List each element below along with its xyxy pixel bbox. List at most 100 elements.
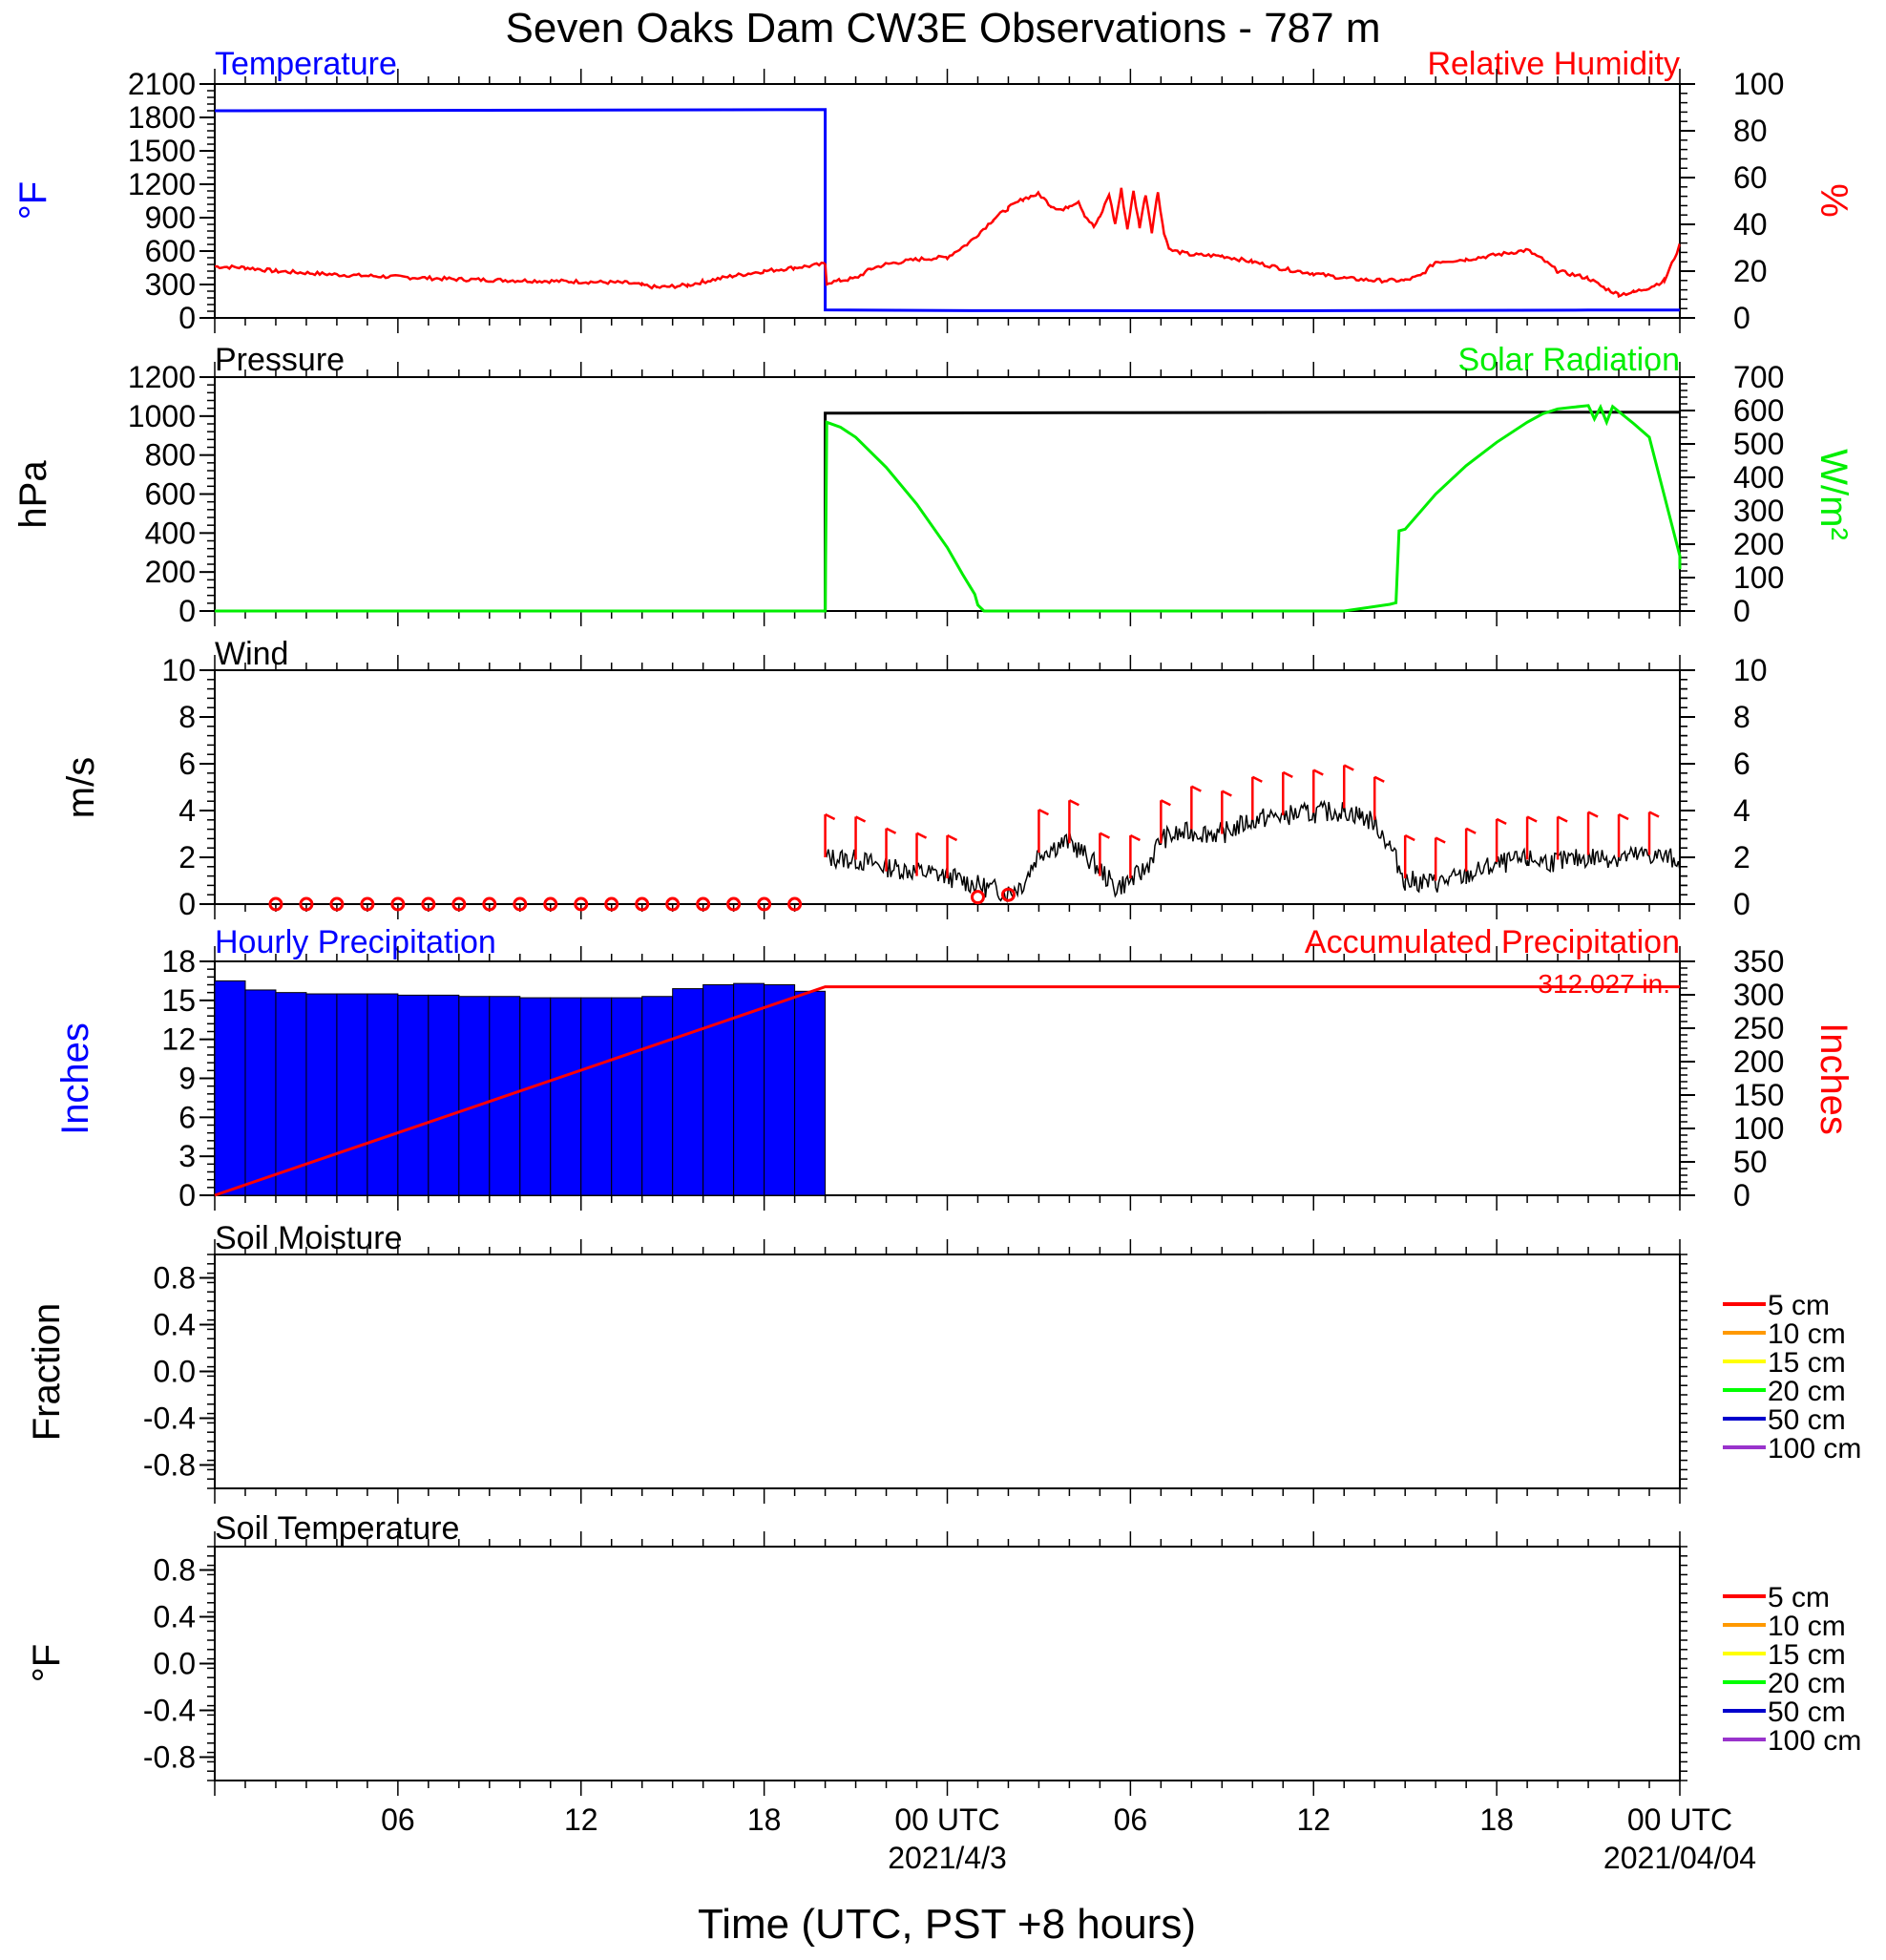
wind-barb [1312, 769, 1324, 776]
y-tick-label: 300 [1733, 494, 1784, 528]
wind-barb [855, 815, 867, 823]
y-tick-label: 100 [1733, 560, 1784, 595]
y-tick-label: 900 [145, 200, 196, 235]
pressure-line [215, 411, 1680, 613]
legend-label: 5 cm [1768, 1582, 1830, 1613]
hourly-precip-title: Hourly Precipitation [215, 924, 496, 960]
hourly-precip-bar [458, 996, 491, 1196]
y-tick-label: 300 [145, 267, 196, 302]
y-tick-label: 0.4 [154, 1600, 196, 1634]
calm-marker [543, 896, 558, 912]
y-tick-label: 8 [1733, 700, 1750, 734]
y-tick-label: 0.0 [154, 1355, 196, 1389]
wind-barb [1465, 827, 1477, 834]
x-tick-label: 18 [1479, 1802, 1514, 1837]
hourly-precip-bar [702, 984, 735, 1196]
y-tick-label: -0.4 [143, 1402, 196, 1436]
wind-barb [1557, 815, 1568, 823]
plot-frame [214, 83, 1681, 319]
y-tick-label: 1000 [128, 399, 196, 433]
y-tick-label: 400 [145, 516, 196, 550]
calm-marker [329, 896, 345, 912]
y-tick-label: -0.8 [143, 1740, 196, 1775]
calm-marker [513, 896, 528, 912]
y-tick-label: 0 [178, 887, 196, 921]
hourly-precip-unit-label: Inches [54, 1022, 96, 1135]
x-tick-label: 00 UTC [894, 1802, 999, 1837]
y-tick-label: 6 [1733, 747, 1750, 781]
figure-title: Seven Oaks Dam CW3E Observations - 787 m [506, 5, 1381, 52]
calm-marker [451, 896, 467, 912]
x-tick-label: 12 [564, 1802, 598, 1837]
accumulated-precip-line [214, 985, 1680, 1197]
calm-marker [390, 896, 406, 912]
y-tick-label: -0.4 [143, 1694, 196, 1728]
temperature-line [214, 108, 1680, 313]
y-tick-label: 500 [1733, 427, 1784, 461]
x-tick-label: 06 [381, 1802, 415, 1837]
hourly-precip-bar [733, 982, 765, 1196]
y-tick-label: 100 [1733, 1111, 1784, 1146]
y-tick-label: 50 [1733, 1145, 1768, 1179]
y-tick-label: 0 [178, 301, 196, 335]
wind-barb [1587, 811, 1599, 818]
y-tick-label: 15 [161, 983, 196, 1018]
legend-label: 15 cm [1768, 1639, 1846, 1671]
wind-barb [946, 833, 958, 842]
hourly-precip-bar [336, 993, 368, 1196]
hourly-precip-bar [397, 994, 430, 1196]
x-axis-label: Time (UTC, PST +8 hours) [698, 1901, 1196, 1948]
accum-precip-title: Accumulated Precipitation [1305, 924, 1680, 960]
legend-label: 100 cm [1768, 1433, 1861, 1465]
y-tick-label: 0.0 [154, 1647, 196, 1681]
y-tick-label: 8 [178, 700, 196, 734]
humidity-unit-label: % [1813, 183, 1855, 218]
y-tick-label: -0.8 [143, 1448, 196, 1483]
legend-label: 50 cm [1768, 1697, 1846, 1728]
soil-moisture-unit-label: Fraction [26, 1303, 68, 1442]
calm-marker [574, 896, 589, 912]
y-tick-label: 0 [1733, 1178, 1750, 1212]
legend-label: 10 cm [1768, 1318, 1846, 1350]
calm-marker [787, 896, 803, 912]
plot-frame [214, 1254, 1681, 1489]
y-tick-label: 10 [1733, 653, 1768, 687]
x-tick-label: 12 [1296, 1802, 1331, 1837]
calm-marker [1000, 887, 1016, 902]
y-tick-label: 200 [1733, 1044, 1784, 1079]
y-tick-label: 6 [178, 1100, 196, 1134]
solar-unit-label: W/m² [1813, 449, 1855, 540]
legend-label: 5 cm [1768, 1290, 1830, 1321]
y-tick-label: 10 [161, 653, 196, 687]
x-date-label: 2021/4/3 [888, 1841, 1007, 1875]
wind-barb [1282, 770, 1293, 779]
y-tick-label: 2100 [128, 67, 196, 101]
y-tick-label: 400 [1733, 460, 1784, 495]
wind-barb [1129, 833, 1141, 842]
soil-moisture-panel: Soil Moisture Fraction -0.8 -0.4 0.0 0.4 0.8… [26, 1220, 1861, 1504]
hourly-precip-bar [244, 989, 277, 1196]
y-tick-label: 250 [1733, 1011, 1784, 1045]
y-tick-label: 600 [145, 234, 196, 268]
wind-speed-line [824, 799, 1681, 904]
legend-label: 20 cm [1768, 1376, 1846, 1407]
y-tick-label: 300 [1733, 978, 1784, 1012]
y-tick-label: 80 [1733, 114, 1768, 148]
hourly-precip-bar [794, 990, 827, 1196]
wind-barb [1190, 785, 1202, 792]
wind-barb [1221, 790, 1232, 797]
wind-barb [1160, 799, 1171, 807]
legend-label: 50 cm [1768, 1404, 1846, 1436]
calm-marker [299, 896, 314, 912]
y-tick-label: 700 [1733, 360, 1784, 394]
calm-marker [696, 896, 711, 912]
precipitation-panel: Hourly Precipitation Accumulated Precipi… [54, 924, 1855, 1212]
solar-radiation-line [215, 403, 1682, 613]
hourly-precip-bar [611, 997, 643, 1196]
y-tick-label: 350 [1733, 944, 1784, 979]
hourly-precip-bar [367, 993, 399, 1196]
y-tick-label: 0.8 [154, 1553, 196, 1588]
solar-title: Solar Radiation [1458, 342, 1680, 378]
hourly-precip-bar [580, 997, 613, 1196]
y-tick-label: 2 [178, 840, 196, 875]
